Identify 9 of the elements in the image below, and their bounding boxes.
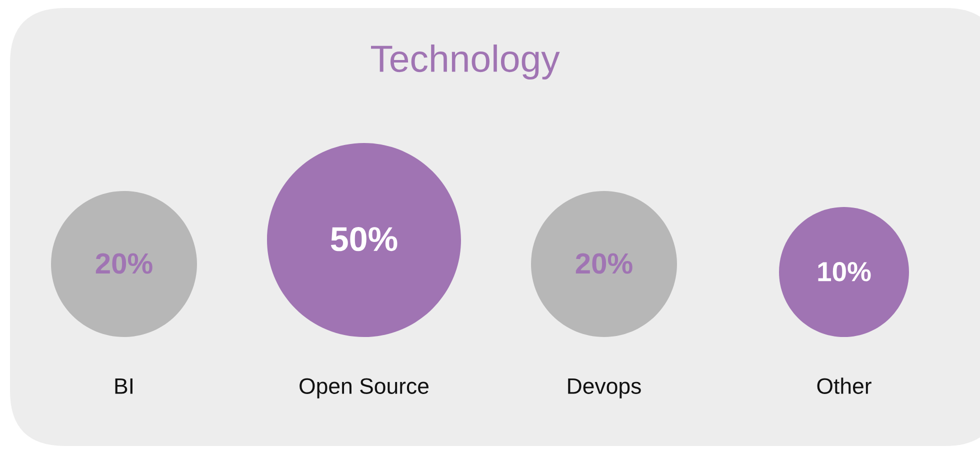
category-label: BI (115, 378, 132, 394)
text: Technology (371, 44, 560, 80)
category-label: Open Source (300, 378, 428, 398)
data-label: 50% (330, 227, 398, 252)
data-label: 20% (576, 253, 632, 274)
data-label: 10% (818, 262, 871, 282)
data-label: 20% (96, 253, 152, 274)
category-label: Other (817, 378, 872, 394)
category-label: Devops (568, 378, 641, 398)
